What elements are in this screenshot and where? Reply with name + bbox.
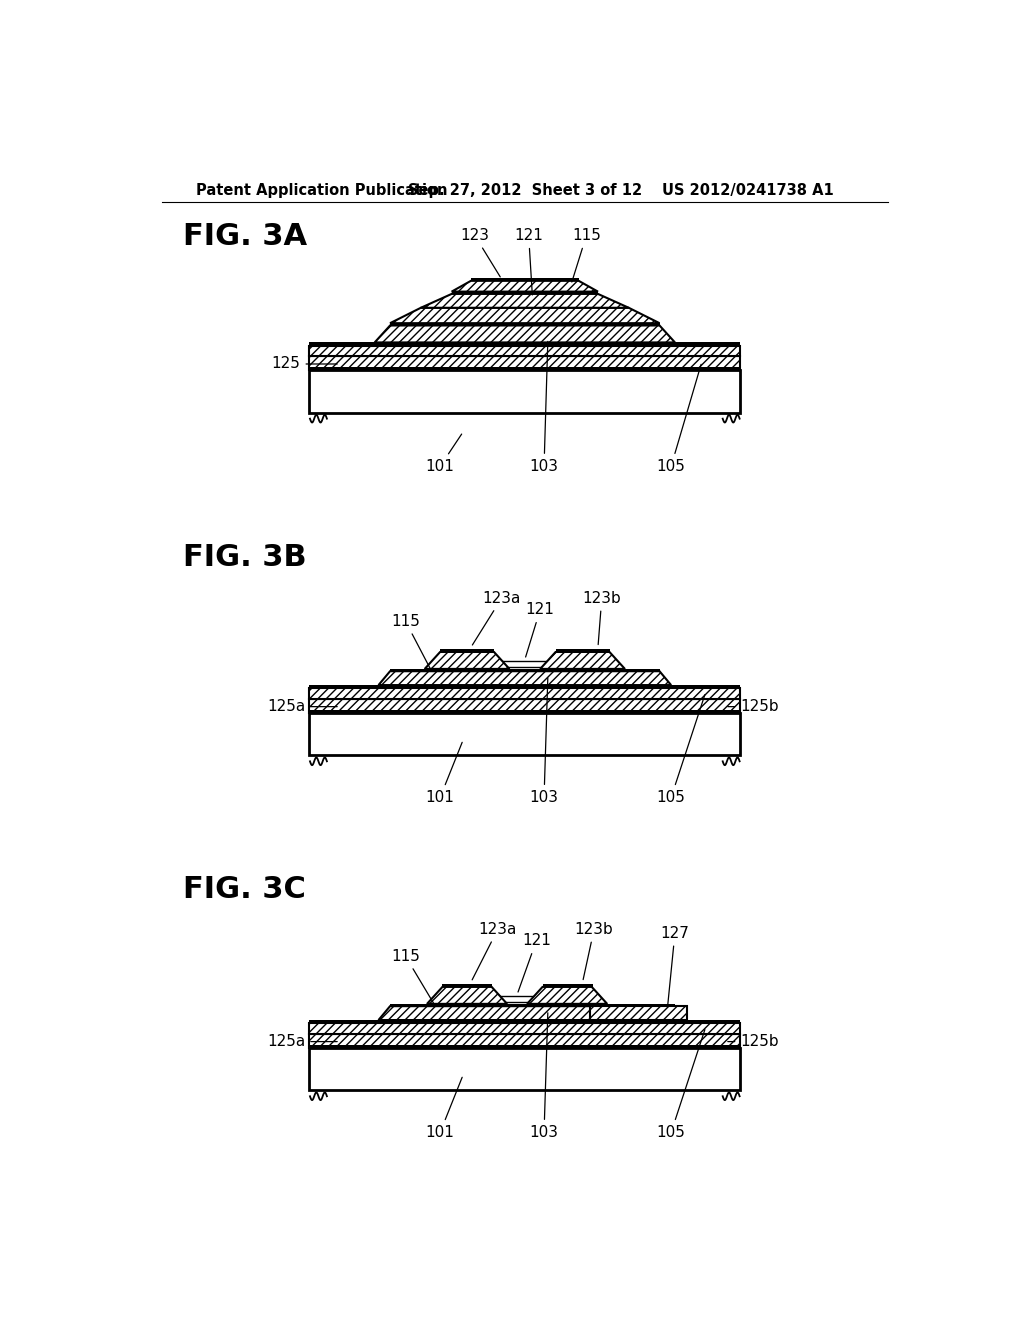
Text: Patent Application Publication: Patent Application Publication (196, 183, 447, 198)
Bar (390, 1003, 675, 1006)
Text: 115: 115 (391, 614, 431, 671)
Bar (390, 669, 659, 671)
Text: 125: 125 (271, 356, 337, 371)
Text: 101: 101 (426, 434, 462, 474)
Text: 105: 105 (656, 364, 701, 474)
Bar (309, 356, 740, 370)
Bar (309, 370, 740, 413)
Bar (309, 700, 740, 713)
Text: 121: 121 (518, 933, 551, 993)
Text: FIG. 3C: FIG. 3C (183, 874, 306, 903)
Text: 105: 105 (656, 1030, 705, 1140)
Bar (309, 685, 740, 688)
Bar (309, 367, 740, 370)
Text: FIG. 3B: FIG. 3B (183, 544, 306, 573)
Bar (309, 710, 740, 713)
Bar (484, 997, 550, 1002)
Bar (486, 661, 563, 668)
Text: 105: 105 (656, 694, 705, 805)
Text: 103: 103 (529, 342, 558, 474)
Bar (309, 1044, 740, 1048)
Text: 123b: 123b (583, 590, 622, 644)
Bar (452, 292, 598, 294)
Text: 123a: 123a (472, 590, 521, 645)
Polygon shape (427, 987, 507, 1003)
Text: 125b: 125b (728, 700, 779, 714)
Polygon shape (379, 1006, 686, 1020)
Text: 125b: 125b (728, 1034, 779, 1049)
Text: 103: 103 (529, 1012, 558, 1140)
Text: Sep. 27, 2012  Sheet 3 of 12: Sep. 27, 2012 Sheet 3 of 12 (408, 183, 642, 198)
Polygon shape (541, 652, 625, 669)
Text: 123b: 123b (574, 921, 613, 979)
Bar (309, 1020, 740, 1023)
Bar (440, 649, 494, 652)
Bar (309, 346, 740, 356)
Text: 115: 115 (571, 228, 601, 282)
Text: 121: 121 (514, 228, 543, 294)
Bar (543, 983, 593, 987)
Text: US 2012/0241738 A1: US 2012/0241738 A1 (662, 183, 834, 198)
Polygon shape (452, 281, 598, 292)
Bar (390, 323, 659, 326)
Bar (309, 1023, 740, 1034)
Polygon shape (390, 308, 659, 323)
Text: FIG. 3A: FIG. 3A (183, 222, 307, 251)
Bar (309, 688, 740, 700)
Text: 101: 101 (426, 742, 462, 805)
Text: 125a: 125a (267, 1034, 337, 1049)
Bar (442, 983, 493, 987)
Text: 101: 101 (426, 1077, 462, 1140)
Text: 115: 115 (391, 949, 435, 1006)
Bar (309, 1048, 740, 1090)
Text: 123: 123 (460, 228, 501, 277)
Polygon shape (379, 671, 671, 685)
Text: 125a: 125a (267, 700, 337, 714)
Polygon shape (421, 294, 629, 308)
Polygon shape (590, 1006, 686, 1020)
Bar (556, 649, 609, 652)
Bar (309, 342, 740, 346)
Bar (309, 713, 740, 755)
Text: 127: 127 (660, 925, 689, 1007)
Polygon shape (425, 652, 509, 669)
Text: 121: 121 (525, 602, 555, 657)
Polygon shape (375, 326, 675, 342)
Text: 103: 103 (529, 678, 558, 805)
Bar (309, 1034, 740, 1048)
Bar (471, 277, 579, 281)
Text: 123a: 123a (472, 921, 517, 979)
Polygon shape (527, 987, 607, 1003)
